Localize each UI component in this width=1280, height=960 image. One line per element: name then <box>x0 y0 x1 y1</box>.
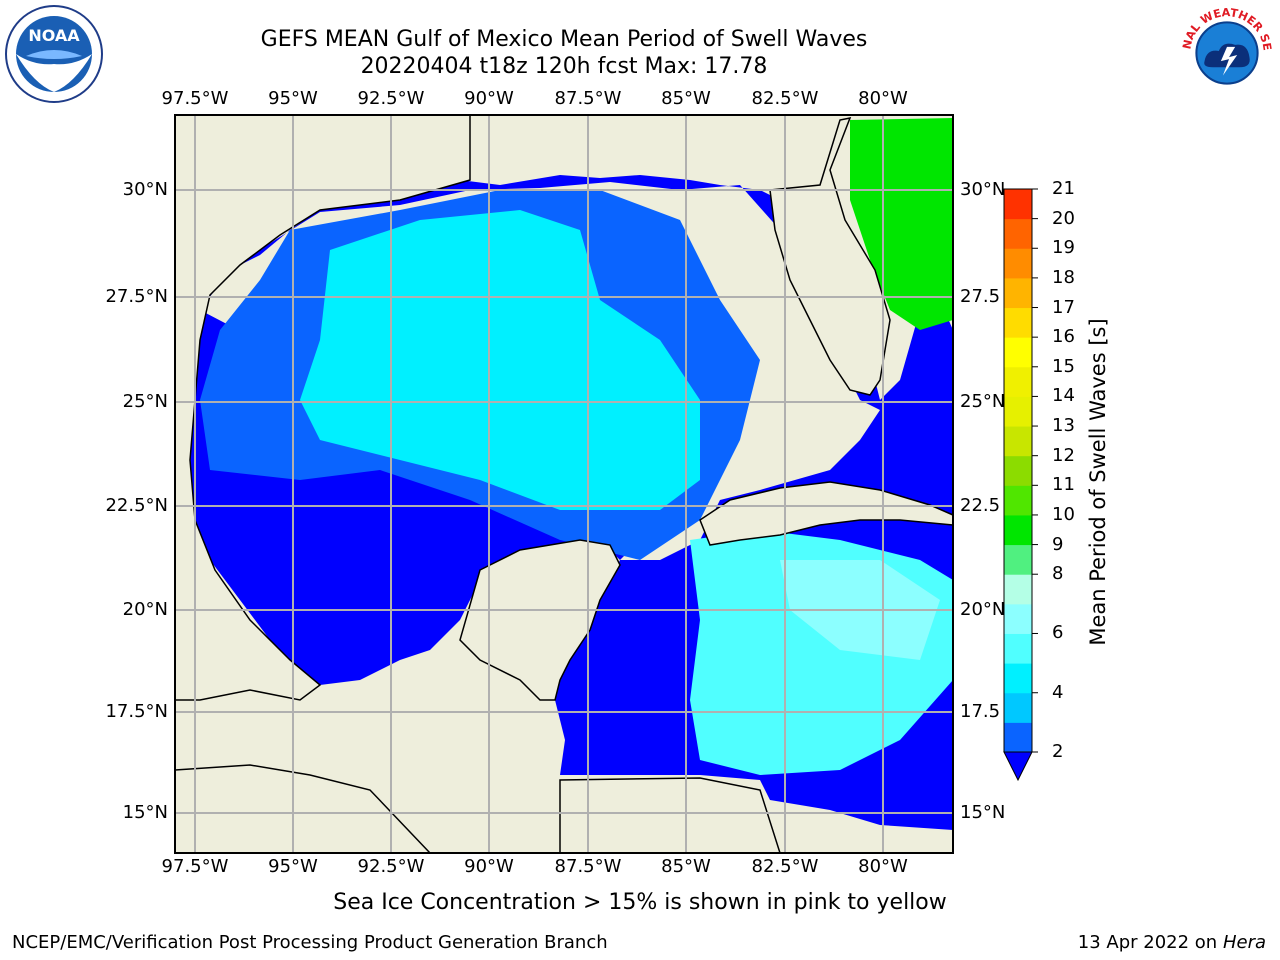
lon-tick-label-bottom: 87.5°W <box>554 856 622 877</box>
date-text: 13 Apr 2022 on <box>1077 932 1223 953</box>
colorbar-frame <box>1003 188 1033 753</box>
colorbar-tick-label: 21 <box>1052 178 1075 199</box>
colorbar-segment <box>1004 307 1032 338</box>
colorbar-segment <box>1004 455 1032 486</box>
lon-tick-label-top: 82.5°W <box>751 88 819 109</box>
colorbar-tick-label: 2 <box>1052 741 1064 762</box>
lat-tick-label-right: 15°N <box>960 802 1006 823</box>
colorbar-segment <box>1004 337 1032 368</box>
colorbar-segment <box>1004 574 1032 605</box>
colorbar-tick-label: 4 <box>1052 681 1064 703</box>
map-subtitle: 20220404 t18z 120h fcst Max: 17.78 <box>360 54 768 79</box>
host-name: Hera <box>1222 932 1266 953</box>
lat-tick-label-right: 22.5 <box>960 495 1001 516</box>
colorbar-tick-label: 8 <box>1052 563 1064 585</box>
sea-ice-footnote: Sea Ice Concentration > 15% is shown in … <box>333 890 947 915</box>
colorbar-segment <box>1004 189 1032 220</box>
lon-tick-label-bottom: 85°W <box>661 856 711 877</box>
lat-tick-label-left: 30°N <box>122 179 168 200</box>
lat-tick-label-left: 22.5°N <box>105 495 168 516</box>
colorbar-tick-label: 18 <box>1052 266 1075 288</box>
colorbar-segment <box>1004 663 1032 694</box>
lon-tick-label-top: 80°W <box>858 88 908 109</box>
credit-text: NCEP/EMC/Verification Post Processing Pr… <box>12 932 608 953</box>
lat-tick-label-right: 20°N <box>960 599 1006 620</box>
colorbar-tick-label: 13 <box>1052 415 1075 437</box>
florida-landmass <box>769 116 891 396</box>
lon-tick-label-top: 95°W <box>268 88 318 109</box>
colorbar-tick-label: 15 <box>1052 355 1075 377</box>
colorbar-segment <box>1004 722 1032 753</box>
colorbar-segment <box>1004 366 1032 397</box>
lon-tick-label-bottom: 80°W <box>858 856 908 877</box>
lon-tick-label-bottom: 82.5°W <box>751 856 819 877</box>
colorbar-label: Mean Period of Swell Waves [s] <box>1086 318 1110 646</box>
lat-tick-label-right: 27.5 <box>960 286 1001 307</box>
colorbar-segment <box>1004 426 1032 457</box>
colorbar-segment <box>1004 248 1032 279</box>
lat-tick-label-left: 27.5°N <box>105 286 168 307</box>
colorbar-tick-label: 20 <box>1052 207 1075 229</box>
colorbar-segment <box>1004 396 1032 427</box>
colorbar-tick-label: 12 <box>1052 444 1075 466</box>
colorbar-tick-label: 6 <box>1052 622 1064 644</box>
lat-tick-label-right: 17.5 <box>960 701 1001 722</box>
cuba-landmass <box>699 481 953 546</box>
lon-tick-label-bottom: 92.5°W <box>357 856 425 877</box>
colorbar-segment <box>1004 544 1032 575</box>
colorbar-tick-label: 16 <box>1052 326 1075 348</box>
lat-tick-label-right: 25°N <box>960 391 1006 412</box>
lon-tick-label-top: 90°W <box>464 88 514 109</box>
colorbar-segment <box>1004 514 1032 546</box>
central-america <box>175 764 781 853</box>
graticule <box>175 115 953 853</box>
lon-tick-label-bottom: 95°W <box>268 856 318 877</box>
colorbar-segment <box>1004 633 1032 664</box>
colorbar-tick-label: 11 <box>1052 474 1075 496</box>
map-title: GEFS MEAN Gulf of Mexico Mean Period of … <box>260 27 868 52</box>
colorbar <box>1003 188 1038 782</box>
noaa-logo-text: NOAA <box>28 26 80 45</box>
mexico-coast <box>175 115 471 701</box>
date-stamp: 13 Apr 2022 on Hera <box>1078 932 1266 953</box>
atlantic-swell <box>850 118 953 330</box>
lon-tick-label-bottom: 97.5°W <box>161 856 229 877</box>
lat-tick-label-left: 20°N <box>122 599 168 620</box>
lon-tick-label-top: 85°W <box>661 88 711 109</box>
lon-tick-label-top: 97.5°W <box>161 88 229 109</box>
colorbar-segment <box>1004 277 1032 309</box>
lon-tick-label-top: 87.5°W <box>554 88 622 109</box>
lat-tick-label-left: 17.5°N <box>105 701 168 722</box>
lon-tick-label-top: 92.5°W <box>357 88 425 109</box>
noaa-logo: NOAA <box>5 5 103 103</box>
lat-tick-label-left: 15°N <box>122 802 168 823</box>
colorbar-tick-label: 10 <box>1052 503 1075 525</box>
gulf-swell-high <box>300 210 700 510</box>
colorbar-segment <box>1004 218 1032 249</box>
lat-tick-label-left: 25°N <box>122 391 168 412</box>
yucatan-landmass <box>459 539 621 701</box>
colorbar-segment <box>1004 603 1032 634</box>
colorbar-under-extension <box>1003 751 1033 782</box>
map-frame <box>174 114 954 854</box>
colorbar-tick-label: 9 <box>1052 533 1064 555</box>
colorbar-tick-label: 14 <box>1052 385 1075 407</box>
lat-tick-label-right: 30°N <box>960 179 1006 200</box>
nws-logo: NATIONAL WEATHER SERVICE <box>1176 2 1276 102</box>
lon-tick-label-bottom: 90°W <box>464 856 514 877</box>
colorbar-segment <box>1004 485 1032 516</box>
colorbar-tick-label: 19 <box>1052 237 1075 259</box>
colorbar-tick-label: 17 <box>1052 296 1075 318</box>
colorbar-segment <box>1004 692 1032 723</box>
